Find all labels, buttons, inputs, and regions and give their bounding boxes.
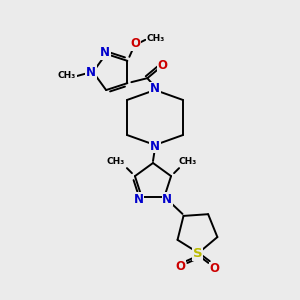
Text: N: N: [134, 193, 144, 206]
Text: N: N: [150, 140, 160, 152]
Text: N: N: [86, 65, 96, 79]
Text: O: O: [209, 262, 220, 275]
Text: N: N: [100, 46, 110, 59]
Text: CH₃: CH₃: [107, 157, 125, 166]
Text: CH₃: CH₃: [146, 34, 164, 43]
Text: N: N: [150, 82, 160, 95]
Text: S: S: [193, 248, 202, 260]
Text: O: O: [130, 37, 140, 50]
Text: CH₃: CH₃: [58, 71, 76, 80]
Text: CH₃: CH₃: [179, 157, 197, 166]
Text: N: N: [162, 193, 172, 206]
Text: O: O: [176, 260, 185, 273]
Text: O: O: [158, 59, 167, 72]
